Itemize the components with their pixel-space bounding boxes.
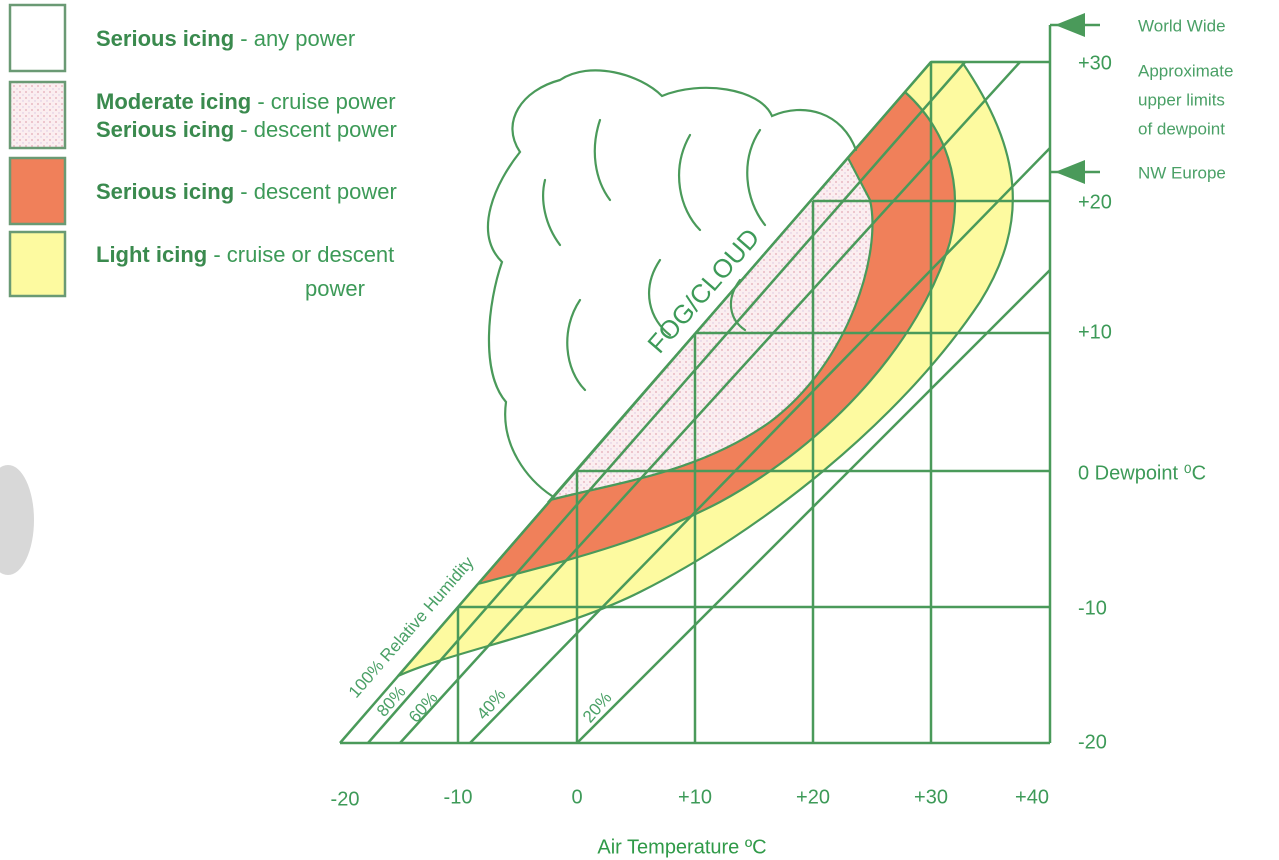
x-tick-label: -10 xyxy=(444,786,473,808)
legend-swatch xyxy=(8,230,67,298)
rh-label: 20% xyxy=(579,688,616,726)
rh-line xyxy=(339,61,932,744)
legend-entry: Light icing - cruise or descent xyxy=(96,242,394,267)
rh-line xyxy=(367,61,966,744)
cloud-outline xyxy=(486,69,858,498)
rh-label: 40% xyxy=(473,685,510,723)
y-tick-label: +30 xyxy=(1078,52,1112,74)
y-tick-label: -20 xyxy=(1078,731,1107,753)
x-tick-label: +30 xyxy=(914,786,948,808)
arrow-head xyxy=(1055,13,1085,37)
annotation: Approximate xyxy=(1138,61,1233,80)
x-tick-label: 0 xyxy=(571,786,582,808)
legend-swatch xyxy=(8,156,67,226)
y-tick-label: 0 Dewpoint ⁰C xyxy=(1078,462,1206,484)
rh-line xyxy=(469,147,1051,744)
grid xyxy=(339,13,1100,745)
moderate-icing-region xyxy=(546,156,874,502)
y-tick-label: +10 xyxy=(1078,321,1112,343)
y-tick-label: +20 xyxy=(1078,191,1112,213)
y-tick-label: -10 xyxy=(1078,597,1107,619)
annotation: upper limits xyxy=(1138,90,1225,109)
annotation: of dewpoint xyxy=(1138,119,1225,138)
arrow-head xyxy=(1055,160,1085,184)
x-axis-title: Air Temperature ºC xyxy=(597,836,766,858)
legend-swatch xyxy=(8,80,67,150)
legend-entry: Serious icing - any power xyxy=(96,26,355,51)
annotation: NW Europe xyxy=(1138,163,1226,182)
x-tick-label: -20 xyxy=(331,788,360,810)
rh-line xyxy=(399,61,1021,744)
x-tick-label: +20 xyxy=(796,786,830,808)
cloud-detail xyxy=(542,118,767,392)
x-tick-label: +40 xyxy=(1015,786,1049,808)
annotation: World Wide xyxy=(1138,16,1226,35)
legend-swatch xyxy=(8,3,67,73)
legend-entry: Serious icing - descent power xyxy=(96,117,397,142)
edge-blob xyxy=(0,465,34,575)
x-tick-label: +10 xyxy=(678,786,712,808)
legend-entry: Moderate icing - cruise power xyxy=(96,89,396,114)
legend-entry: power xyxy=(305,276,365,301)
legend-entry: Serious icing - descent power xyxy=(96,179,397,204)
